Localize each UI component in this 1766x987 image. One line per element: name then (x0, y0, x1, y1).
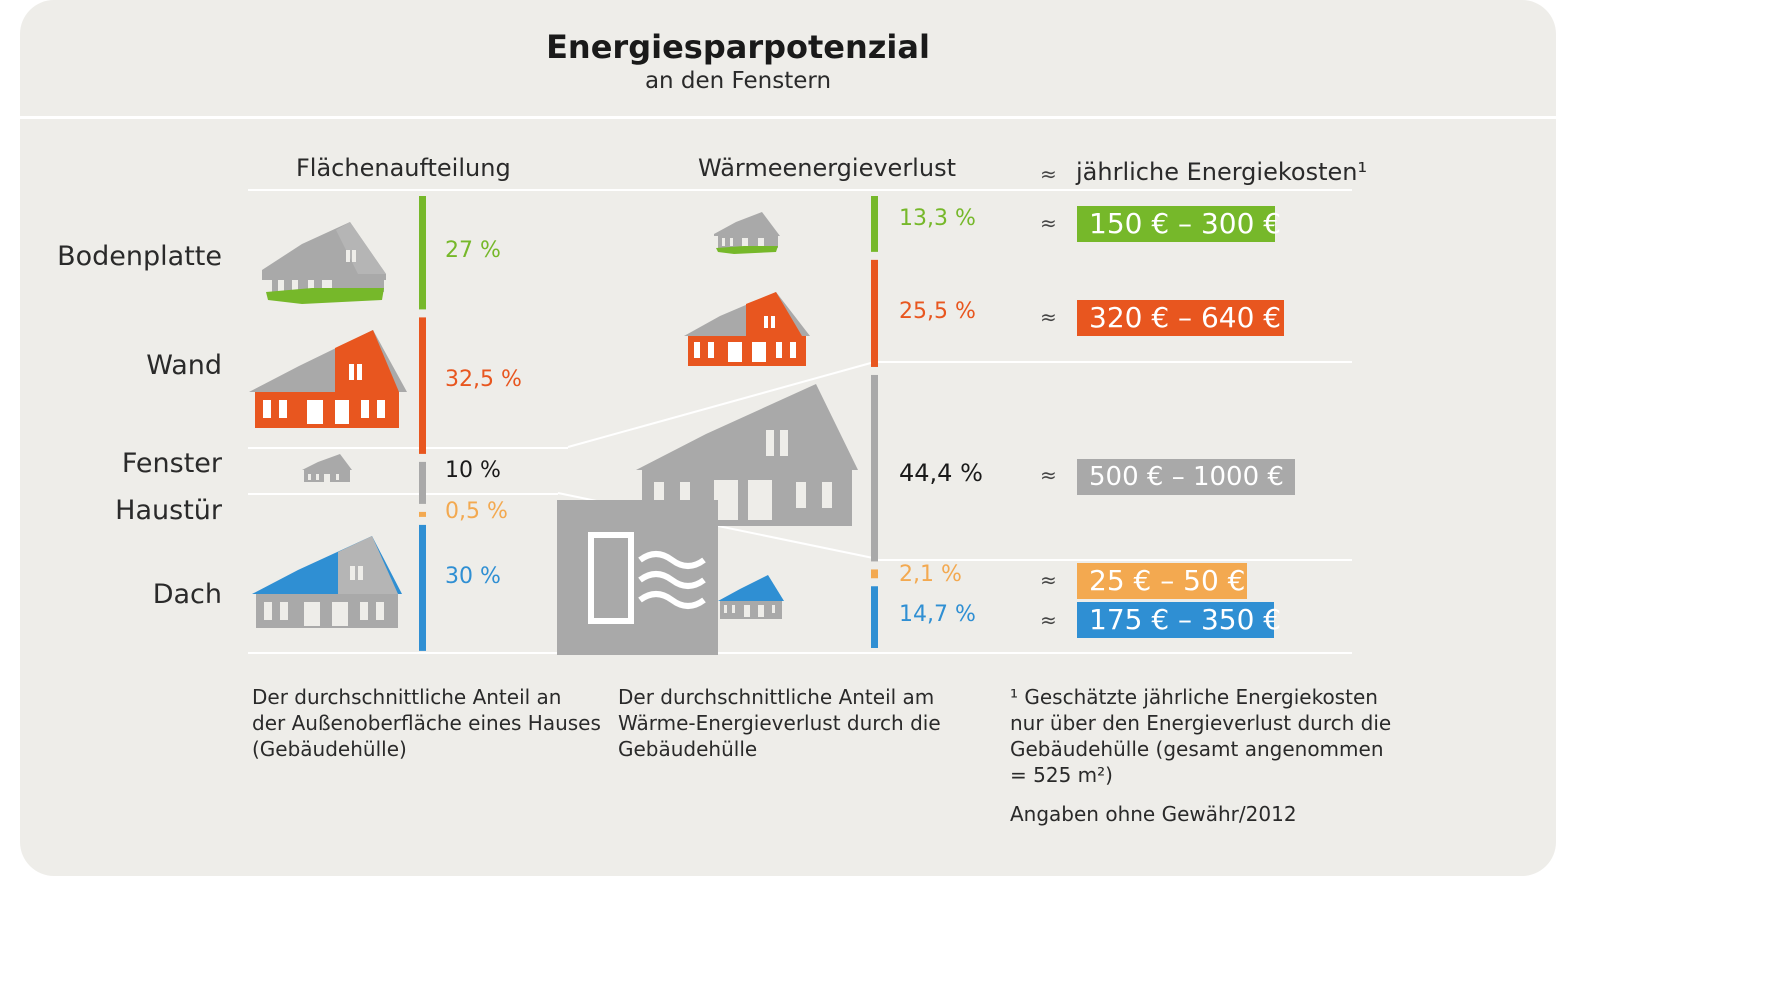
loss-bar-haustuer (871, 569, 878, 579)
loss-value-wand: 25,5 % (899, 299, 976, 324)
row-label-dach: Dach (152, 579, 222, 610)
area-column-heading: Flächenaufteilung (296, 154, 511, 182)
cost-note-line-3: Gebäudehülle (gesamt angenommen (1010, 737, 1384, 761)
cost-note: ¹ Geschätzte jährliche Energiekosten nur… (1010, 684, 1391, 788)
loss-note-line-1: Der durchschnittliche Anteil am (618, 685, 935, 709)
connector-line-top (567, 360, 879, 448)
loss-value-fenster: 44,4 % (899, 459, 983, 487)
approx-symbol-dach: ≈ (1040, 608, 1057, 632)
area-bar-fenster (419, 461, 426, 504)
area-value-fenster: 10 % (445, 458, 501, 483)
loss-note: Der durchschnittliche Anteil am Wärme-En… (618, 684, 941, 762)
approx-symbol-haustuer: ≈ (1040, 568, 1057, 592)
window-detail-panel (557, 500, 718, 655)
approx-symbol-wand: ≈ (1040, 305, 1057, 329)
house-small-wand-icon (684, 292, 810, 366)
disclaimer-note: Angaben ohne Gewähr/2012 (1010, 802, 1297, 826)
house-wand-icon (249, 330, 407, 428)
fenster-top-rule (248, 447, 568, 449)
area-value-bodenplatte: 27 % (445, 238, 501, 263)
house-small-bodenplatte-icon (714, 212, 780, 254)
cost-box-dach: 175 € – 350 € (1077, 602, 1281, 638)
loss-value-bodenplatte: 13,3 % (899, 206, 976, 231)
loss-bars (871, 196, 878, 648)
area-note-line-2: der Außenoberfläche eines Hauses (252, 711, 601, 735)
loss-bar-wand (871, 259, 878, 367)
bottom-rule (248, 652, 1352, 654)
header-divider (20, 116, 1556, 119)
loss-bar-dach (871, 586, 878, 648)
loss-fenster-bottom-rule (878, 559, 1352, 561)
heading-rule (248, 189, 1352, 191)
area-bar-dach (419, 524, 426, 651)
approx-symbol-fenster: ≈ (1040, 463, 1057, 487)
cost-column-heading: jährliche Energiekosten¹ (1076, 158, 1368, 186)
area-bar-wand (419, 317, 426, 454)
chart-subtitle: an den Fenstern (644, 68, 832, 94)
loss-bar-bodenplatte (871, 196, 878, 252)
area-bar-haustuer (419, 511, 426, 517)
fenster-bottom-rule (248, 493, 558, 495)
loss-note-line-3: Gebäudehülle (618, 737, 758, 761)
chart-title: Energiesparpotenzial (546, 28, 930, 66)
house-bodenplatte-icon (262, 222, 386, 304)
approx-heading-symbol: ≈ (1040, 162, 1057, 186)
loss-column-heading: Wärmeenergieverlust (698, 154, 956, 182)
area-bars (419, 196, 426, 651)
loss-value-haustuer: 2,1 % (899, 562, 962, 587)
area-value-dach: 30 % (445, 564, 501, 589)
house-large-fenster-icon (636, 384, 858, 526)
cost-box-haustuer: 25 € – 50 € (1077, 563, 1247, 599)
cost-box-fenster: 500 € – 1000 € (1077, 459, 1295, 495)
cost-note-line-4: = 525 m²) (1010, 763, 1113, 787)
house-dach-icon (252, 536, 402, 628)
house-small-dach-icon (718, 575, 784, 619)
house-fenster-icon (302, 454, 352, 482)
loss-value-dach: 14,7 % (899, 602, 976, 627)
area-value-haustuer: 0,5 % (445, 499, 508, 524)
loss-note-line-2: Wärme-Energieverlust durch die (618, 711, 941, 735)
row-label-bodenplatte: Bodenplatte (57, 241, 222, 272)
area-note-line-3: (Gebäudehülle) (252, 737, 407, 761)
window-heat-icon (588, 532, 706, 624)
cost-box-bodenplatte: 150 € – 300 € (1077, 206, 1281, 242)
row-label-wand: Wand (146, 350, 222, 381)
cost-note-line-2: nur über den Energieverlust durch die (1010, 711, 1392, 735)
row-label-haustuer: Haustür (115, 495, 222, 526)
area-note-line-1: Der durchschnittliche Anteil an (252, 685, 562, 709)
row-label-fenster: Fenster (121, 448, 222, 479)
area-value-wand: 32,5 % (445, 367, 522, 392)
cost-box-wand: 320 € – 640 € (1077, 300, 1284, 336)
loss-bar-fenster (871, 374, 878, 562)
loss-fenster-top-rule (878, 361, 1352, 363)
approx-symbol-bodenplatte: ≈ (1040, 211, 1057, 235)
area-bar-bodenplatte (419, 196, 426, 310)
cost-note-line-1: ¹ Geschätzte jährliche Energiekosten (1010, 685, 1378, 709)
area-note: Der durchschnittliche Anteil an der Auße… (252, 684, 601, 762)
